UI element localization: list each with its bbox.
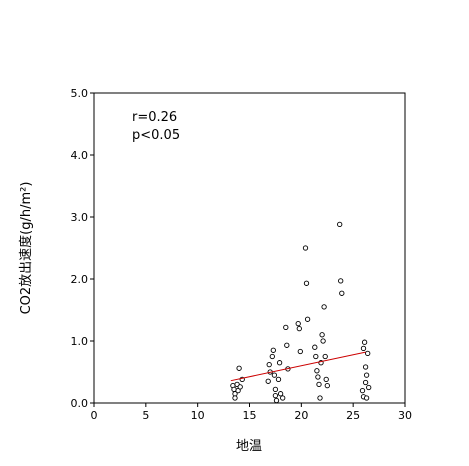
y-tick-label: 2.0 [71, 273, 89, 286]
annotation-p: p<0.05 [132, 128, 180, 143]
data-point [337, 221, 343, 228]
annotation-r: r=0.26 [132, 110, 177, 125]
points-layer [230, 221, 372, 404]
data-point [295, 320, 301, 327]
x-tick-label: 0 [91, 409, 98, 422]
data-point [272, 392, 279, 399]
y-tick-label: 4.0 [71, 149, 89, 162]
data-point [323, 376, 329, 383]
data-point [319, 332, 325, 338]
data-point [272, 386, 279, 393]
data-point [315, 374, 321, 380]
data-point [280, 395, 286, 401]
data-point [338, 278, 344, 284]
data-point [363, 395, 370, 401]
y-tick-label: 5.0 [71, 87, 89, 100]
y-tick-label: 3.0 [71, 211, 89, 224]
data-point [266, 361, 272, 368]
data-point [265, 378, 271, 384]
x-tick-label: 30 [398, 409, 412, 422]
data-point [362, 379, 369, 386]
data-point [320, 338, 326, 344]
data-point [283, 324, 289, 331]
data-point [316, 381, 322, 388]
data-point [366, 384, 372, 391]
x-tick-label: 20 [294, 409, 308, 422]
y-axis-title: CO2放出速度(g/h/m²) [18, 182, 34, 315]
data-point [313, 353, 319, 360]
data-point [232, 395, 238, 401]
data-point [324, 382, 330, 389]
plot-area [93, 92, 406, 404]
data-point [236, 365, 242, 371]
data-point [237, 384, 243, 390]
data-point [321, 304, 327, 310]
data-point [269, 353, 275, 360]
data-point [362, 364, 369, 370]
data-point [317, 395, 323, 401]
data-point [297, 348, 303, 355]
data-point [361, 339, 368, 345]
x-tick-label: 15 [243, 409, 257, 422]
x-tick-label: 10 [191, 409, 205, 422]
y-tick-label: 0.0 [71, 397, 89, 410]
y-tick-label: 1.0 [71, 335, 89, 348]
data-point [302, 245, 309, 251]
data-point [360, 345, 367, 352]
data-point [363, 372, 370, 378]
ticks-layer: 0 5 10 15 20 25 30 0.0 1.0 2.0 3.0 4.0 5.0 [71, 87, 413, 422]
trendline-layer [230, 351, 366, 382]
data-point [270, 347, 276, 353]
data-point [312, 344, 318, 350]
data-point [273, 397, 280, 404]
data-point [275, 376, 282, 383]
data-point [284, 342, 290, 348]
data-point [271, 372, 278, 378]
data-point [296, 325, 302, 332]
regression-line [230, 351, 366, 382]
data-point [359, 387, 366, 394]
x-tick-label: 25 [346, 409, 360, 422]
x-axis-title: 地温 [236, 439, 262, 454]
data-point [365, 350, 371, 357]
data-point [339, 290, 345, 296]
x-tick-label: 5 [142, 409, 149, 422]
data-point [277, 391, 284, 397]
data-point [276, 360, 283, 366]
data-point [314, 368, 320, 374]
data-point [303, 280, 310, 286]
data-point [322, 353, 328, 360]
data-point [304, 316, 311, 322]
